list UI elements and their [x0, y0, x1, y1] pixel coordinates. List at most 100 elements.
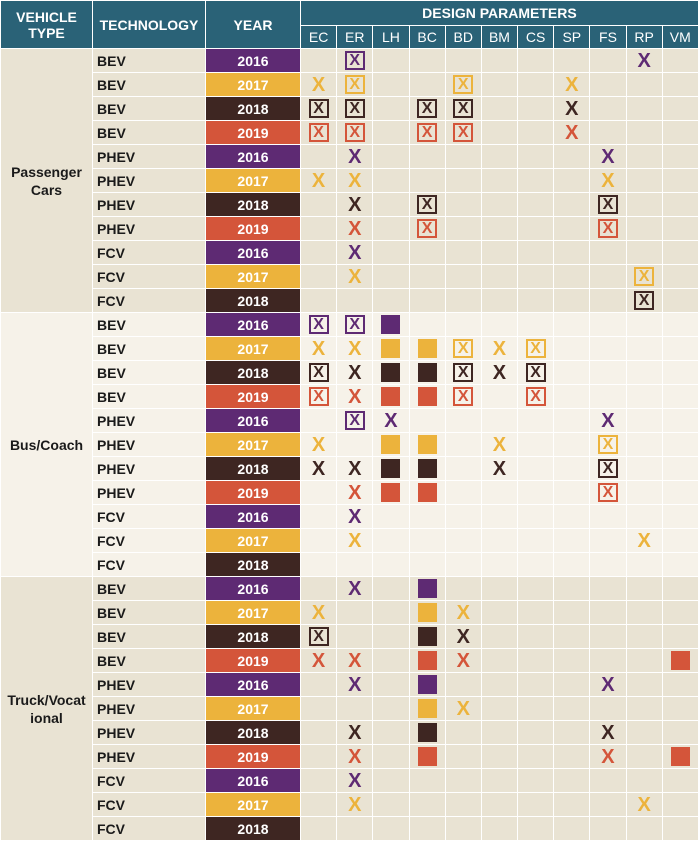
param-cell-bm: [480, 384, 519, 409]
param-cell-lh: [372, 96, 410, 121]
param-cell-vm: [661, 600, 698, 625]
param-cell-bc: [408, 144, 446, 169]
param-cell-cs: [517, 792, 555, 817]
param-cell-er: X: [336, 792, 374, 817]
table-row: PHEV 2016 X X: [1, 144, 698, 169]
param-cell-er: X: [336, 144, 374, 169]
param-cell-cs: [517, 120, 555, 145]
param-cell-cs: [517, 456, 555, 481]
param-cell-ec: [299, 240, 338, 265]
boxed-x-mark-icon: X: [453, 123, 474, 142]
param-cell-bd: [444, 456, 482, 481]
x-mark-icon: X: [637, 793, 651, 816]
param-cell-bd: [444, 528, 482, 553]
param-cell-ec: [299, 192, 338, 217]
filled-square-icon: [670, 747, 690, 766]
x-mark-icon: X: [348, 529, 362, 552]
param-cell-ec: X: [299, 600, 338, 625]
param-cell-fs: [589, 552, 627, 577]
boxed-x-mark-icon: X: [525, 363, 546, 382]
param-cell-bd: X: [444, 360, 482, 385]
param-cell-rp: [625, 120, 663, 145]
param-cell-vm: [661, 120, 698, 145]
param-cell-cs: [517, 96, 555, 121]
technology-cell: BEV: [92, 72, 206, 97]
year-cell: 2016: [205, 144, 301, 169]
param-cell-bm: [480, 792, 519, 817]
table-row: BEV 2018 X X X X X: [1, 96, 698, 121]
year-cell: 2019: [205, 384, 301, 409]
param-cell-rp: X: [625, 792, 663, 817]
technology-cell: PHEV: [92, 672, 206, 697]
param-cell-rp: [625, 696, 663, 721]
param-cell-rp: X: [625, 288, 663, 313]
boxed-x-mark-icon: X: [308, 363, 329, 382]
filled-square-icon: [417, 723, 437, 742]
filled-square-icon: [381, 483, 401, 502]
param-cell-er: [336, 624, 374, 649]
param-header-bm: BM: [480, 25, 519, 49]
param-cell-fs: [589, 792, 627, 817]
param-cell-bd: [444, 672, 482, 697]
param-cell-bc: [408, 240, 446, 265]
year-cell: 2019: [205, 480, 301, 505]
param-cell-bd: [444, 264, 482, 289]
param-cell-vm: [661, 792, 698, 817]
filled-square-icon: [381, 315, 401, 334]
year-cell: 2016: [205, 312, 301, 337]
technology-cell: BEV: [92, 384, 206, 409]
param-cell-cs: [517, 816, 555, 841]
param-cell-lh: [372, 312, 410, 337]
param-cell-lh: [372, 576, 410, 601]
x-mark-icon: X: [311, 73, 326, 96]
param-cell-er: X: [336, 336, 374, 361]
param-cell-er: [336, 432, 374, 457]
param-cell-er: [336, 696, 374, 721]
x-mark-icon: X: [348, 745, 362, 768]
param-cell-ec: [299, 720, 338, 745]
param-cell-er: X: [336, 264, 374, 289]
table-row: BEV 2017 X X: [1, 600, 698, 625]
param-cell-er: X: [336, 312, 374, 337]
param-cell-lh: [372, 48, 410, 73]
param-cell-rp: [625, 192, 663, 217]
param-cell-cs: [517, 768, 555, 793]
x-mark-icon: X: [311, 433, 326, 456]
technology-cell: FCV: [92, 816, 206, 841]
table-row: PHEV 2019 X X: [1, 744, 698, 769]
table-row: PHEV 2018 X X: [1, 720, 698, 745]
table-row: BEV 2017 X X X X X: [1, 336, 698, 361]
x-mark-icon: X: [492, 433, 507, 456]
filled-square-icon: [417, 387, 437, 406]
param-cell-rp: [625, 576, 663, 601]
param-cell-lh: [372, 264, 410, 289]
param-cell-bd: X: [444, 72, 482, 97]
year-cell: 2017: [205, 432, 301, 457]
param-header-ec: EC: [299, 25, 338, 49]
year-cell: 2017: [205, 528, 301, 553]
param-cell-cs: X: [517, 384, 555, 409]
x-mark-icon: X: [601, 721, 615, 744]
param-cell-vm: [661, 768, 698, 793]
param-cell-fs: [589, 696, 627, 721]
param-cell-cs: [517, 720, 555, 745]
boxed-x-mark-icon: X: [525, 387, 546, 406]
param-cell-bd: [444, 768, 482, 793]
param-cell-sp: [553, 768, 591, 793]
param-header-bd: BD: [444, 25, 482, 49]
param-cell-cs: [517, 432, 555, 457]
table-row: PHEV 2017 X: [1, 696, 698, 721]
param-cell-lh: [372, 600, 410, 625]
param-cell-lh: [372, 480, 410, 505]
param-cell-bm: [480, 192, 519, 217]
param-cell-rp: [625, 744, 663, 769]
param-cell-rp: [625, 504, 663, 529]
param-cell-lh: [372, 624, 410, 649]
year-cell: 2017: [205, 696, 301, 721]
param-cell-cs: [517, 48, 555, 73]
param-cell-bd: [444, 576, 482, 601]
param-cell-sp: [553, 600, 591, 625]
boxed-x-mark-icon: X: [344, 315, 365, 334]
param-cell-bm: [480, 240, 519, 265]
param-cell-cs: [517, 312, 555, 337]
